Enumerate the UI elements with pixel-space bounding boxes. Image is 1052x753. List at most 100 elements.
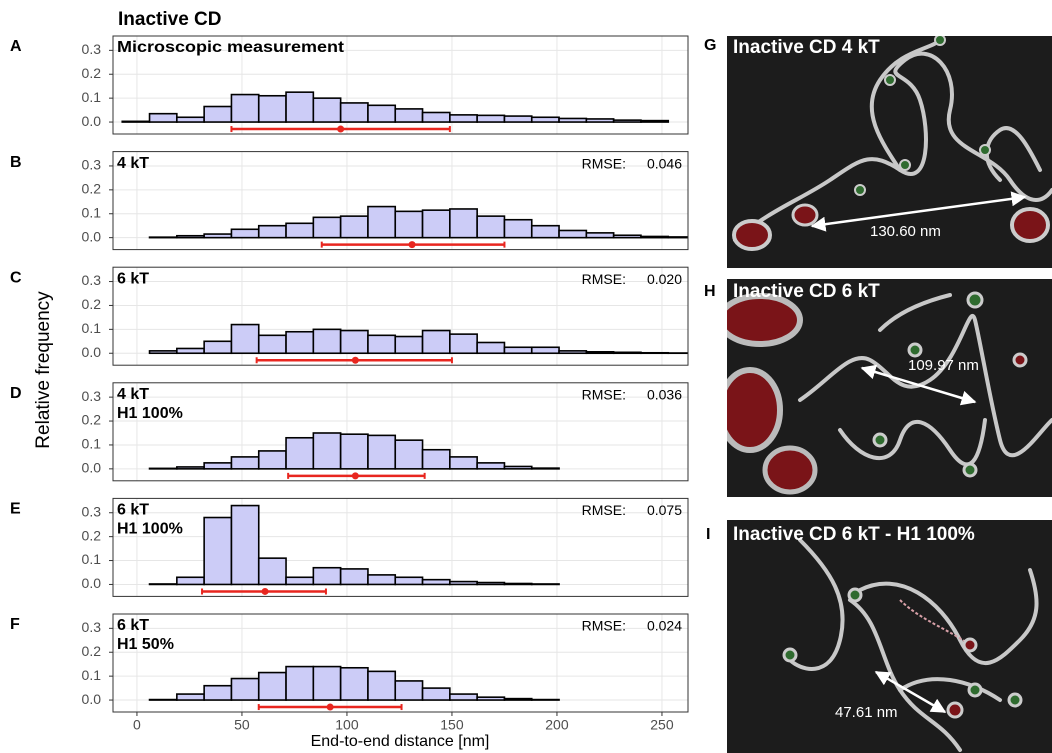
measurement: 109.97 nm xyxy=(908,357,979,374)
histogram-bar xyxy=(450,209,477,238)
y-tick-label: 0.0 xyxy=(82,344,102,360)
rmse-value: 0.046 xyxy=(647,155,682,171)
x-tick-label: 150 xyxy=(440,717,464,733)
histogram-bar xyxy=(150,351,177,353)
measurement: 130.60 nm xyxy=(870,223,941,240)
panel-title: 6 kT xyxy=(117,270,149,287)
histogram-bar xyxy=(477,697,504,700)
panel-title: Microscopic measurement xyxy=(117,39,345,56)
histogram-bar xyxy=(341,569,368,585)
rmse-label: RMSE: xyxy=(582,155,626,171)
histogram-bar xyxy=(231,229,258,237)
histogram-panel: 0.00.10.20.3F6 kTH1 50%RMSE:0.0240501001… xyxy=(10,614,688,733)
histogram-bar xyxy=(450,334,477,353)
histogram-bar xyxy=(504,116,531,122)
panel-letter: F xyxy=(10,616,20,633)
histogram-bar xyxy=(341,668,368,700)
histogram-bar xyxy=(341,103,368,122)
y-tick-label: 0.0 xyxy=(82,460,102,476)
histogram-bar xyxy=(286,92,313,122)
histogram-bar xyxy=(504,220,531,238)
panel-title: 6 kT xyxy=(117,617,149,634)
histogram-bar xyxy=(423,210,450,237)
histogram-bar xyxy=(477,216,504,238)
histogram-bar xyxy=(341,331,368,354)
y-tick-label: 0.0 xyxy=(82,691,102,707)
histogram-bar xyxy=(177,117,204,122)
panel-letter: I xyxy=(706,526,710,543)
y-tick-label: 0.1 xyxy=(82,89,102,105)
histogram-bar xyxy=(504,466,531,468)
histogram-bar xyxy=(259,226,286,238)
histogram-bar xyxy=(204,341,231,353)
figure: Inactive CD Relative frequency End-to-en… xyxy=(0,0,1052,753)
histogram-bar xyxy=(177,694,204,700)
histogram-bar xyxy=(231,457,258,469)
histogram-bar xyxy=(559,118,586,122)
histogram-bar xyxy=(532,117,559,122)
histogram-bar xyxy=(477,583,504,585)
histogram-bar xyxy=(231,95,258,122)
histogram-bar xyxy=(368,335,395,353)
histogram-bar xyxy=(368,105,395,122)
histogram-bar xyxy=(259,335,286,353)
histogram-bar xyxy=(450,694,477,700)
histogram-bar xyxy=(286,667,313,700)
histogram-panel: 0.00.10.20.3D4 kTH1 100%RMSE:0.036 xyxy=(10,383,688,481)
histogram-bar xyxy=(641,236,668,237)
y-axis-label: Relative frequency xyxy=(33,291,54,449)
histogram-bar xyxy=(559,230,586,237)
histogram-bar xyxy=(504,583,531,584)
panel-letter: A xyxy=(10,38,22,55)
mean-point xyxy=(409,241,416,248)
image-title: Inactive CD 6 kT - H1 100% xyxy=(733,524,975,545)
y-tick-label: 0.3 xyxy=(82,388,102,404)
y-tick-label: 0.3 xyxy=(82,41,102,57)
histogram-bar xyxy=(423,688,450,700)
histogram-bar xyxy=(450,457,477,469)
panel-letter: E xyxy=(10,501,21,518)
histogram-bar xyxy=(368,575,395,585)
histogram-bar xyxy=(477,342,504,353)
y-tick-label: 0.2 xyxy=(82,527,102,543)
rmse-label: RMSE: xyxy=(582,387,626,403)
panel-title: 4 kT xyxy=(117,155,149,172)
mean-point xyxy=(352,472,359,479)
y-tick-label: 0.2 xyxy=(82,643,102,659)
histogram-bar xyxy=(313,98,340,122)
y-tick-label: 0.1 xyxy=(82,551,102,567)
histogram-bar xyxy=(395,681,422,700)
histogram-bar xyxy=(177,348,204,353)
panel-title: 4 kT xyxy=(117,386,149,403)
histogram-bar xyxy=(614,120,641,122)
panel-letter: D xyxy=(10,385,22,402)
y-tick-label: 0.0 xyxy=(82,575,102,591)
histogram-bar xyxy=(450,582,477,585)
y-tick-label: 0.1 xyxy=(82,320,102,336)
histogram-bar xyxy=(177,467,204,469)
histogram-bar xyxy=(423,450,450,469)
rmse-label: RMSE: xyxy=(582,502,626,518)
y-tick-label: 0.3 xyxy=(82,619,102,635)
histogram-bar xyxy=(150,114,177,122)
histogram-bar xyxy=(395,211,422,237)
histogram-bar xyxy=(395,577,422,584)
histogram-bar xyxy=(341,216,368,238)
histogram-bar xyxy=(341,434,368,469)
y-tick-label: 0.2 xyxy=(82,296,102,312)
y-tick-label: 0.1 xyxy=(82,436,102,452)
histogram-bar xyxy=(259,673,286,700)
histogram-bar xyxy=(395,109,422,122)
histogram-bar xyxy=(204,234,231,238)
histogram-bar xyxy=(586,233,613,238)
histogram-bar xyxy=(532,226,559,238)
histogram-bar xyxy=(177,577,204,584)
panel-letter: G xyxy=(704,37,716,54)
histogram-bar xyxy=(231,679,258,701)
histogram-bar xyxy=(559,351,586,353)
structure-image xyxy=(720,279,1052,497)
histogram-bar xyxy=(423,112,450,122)
panel-letter: B xyxy=(10,154,22,171)
y-tick-label: 0.3 xyxy=(82,272,102,288)
mean-point xyxy=(262,588,269,595)
